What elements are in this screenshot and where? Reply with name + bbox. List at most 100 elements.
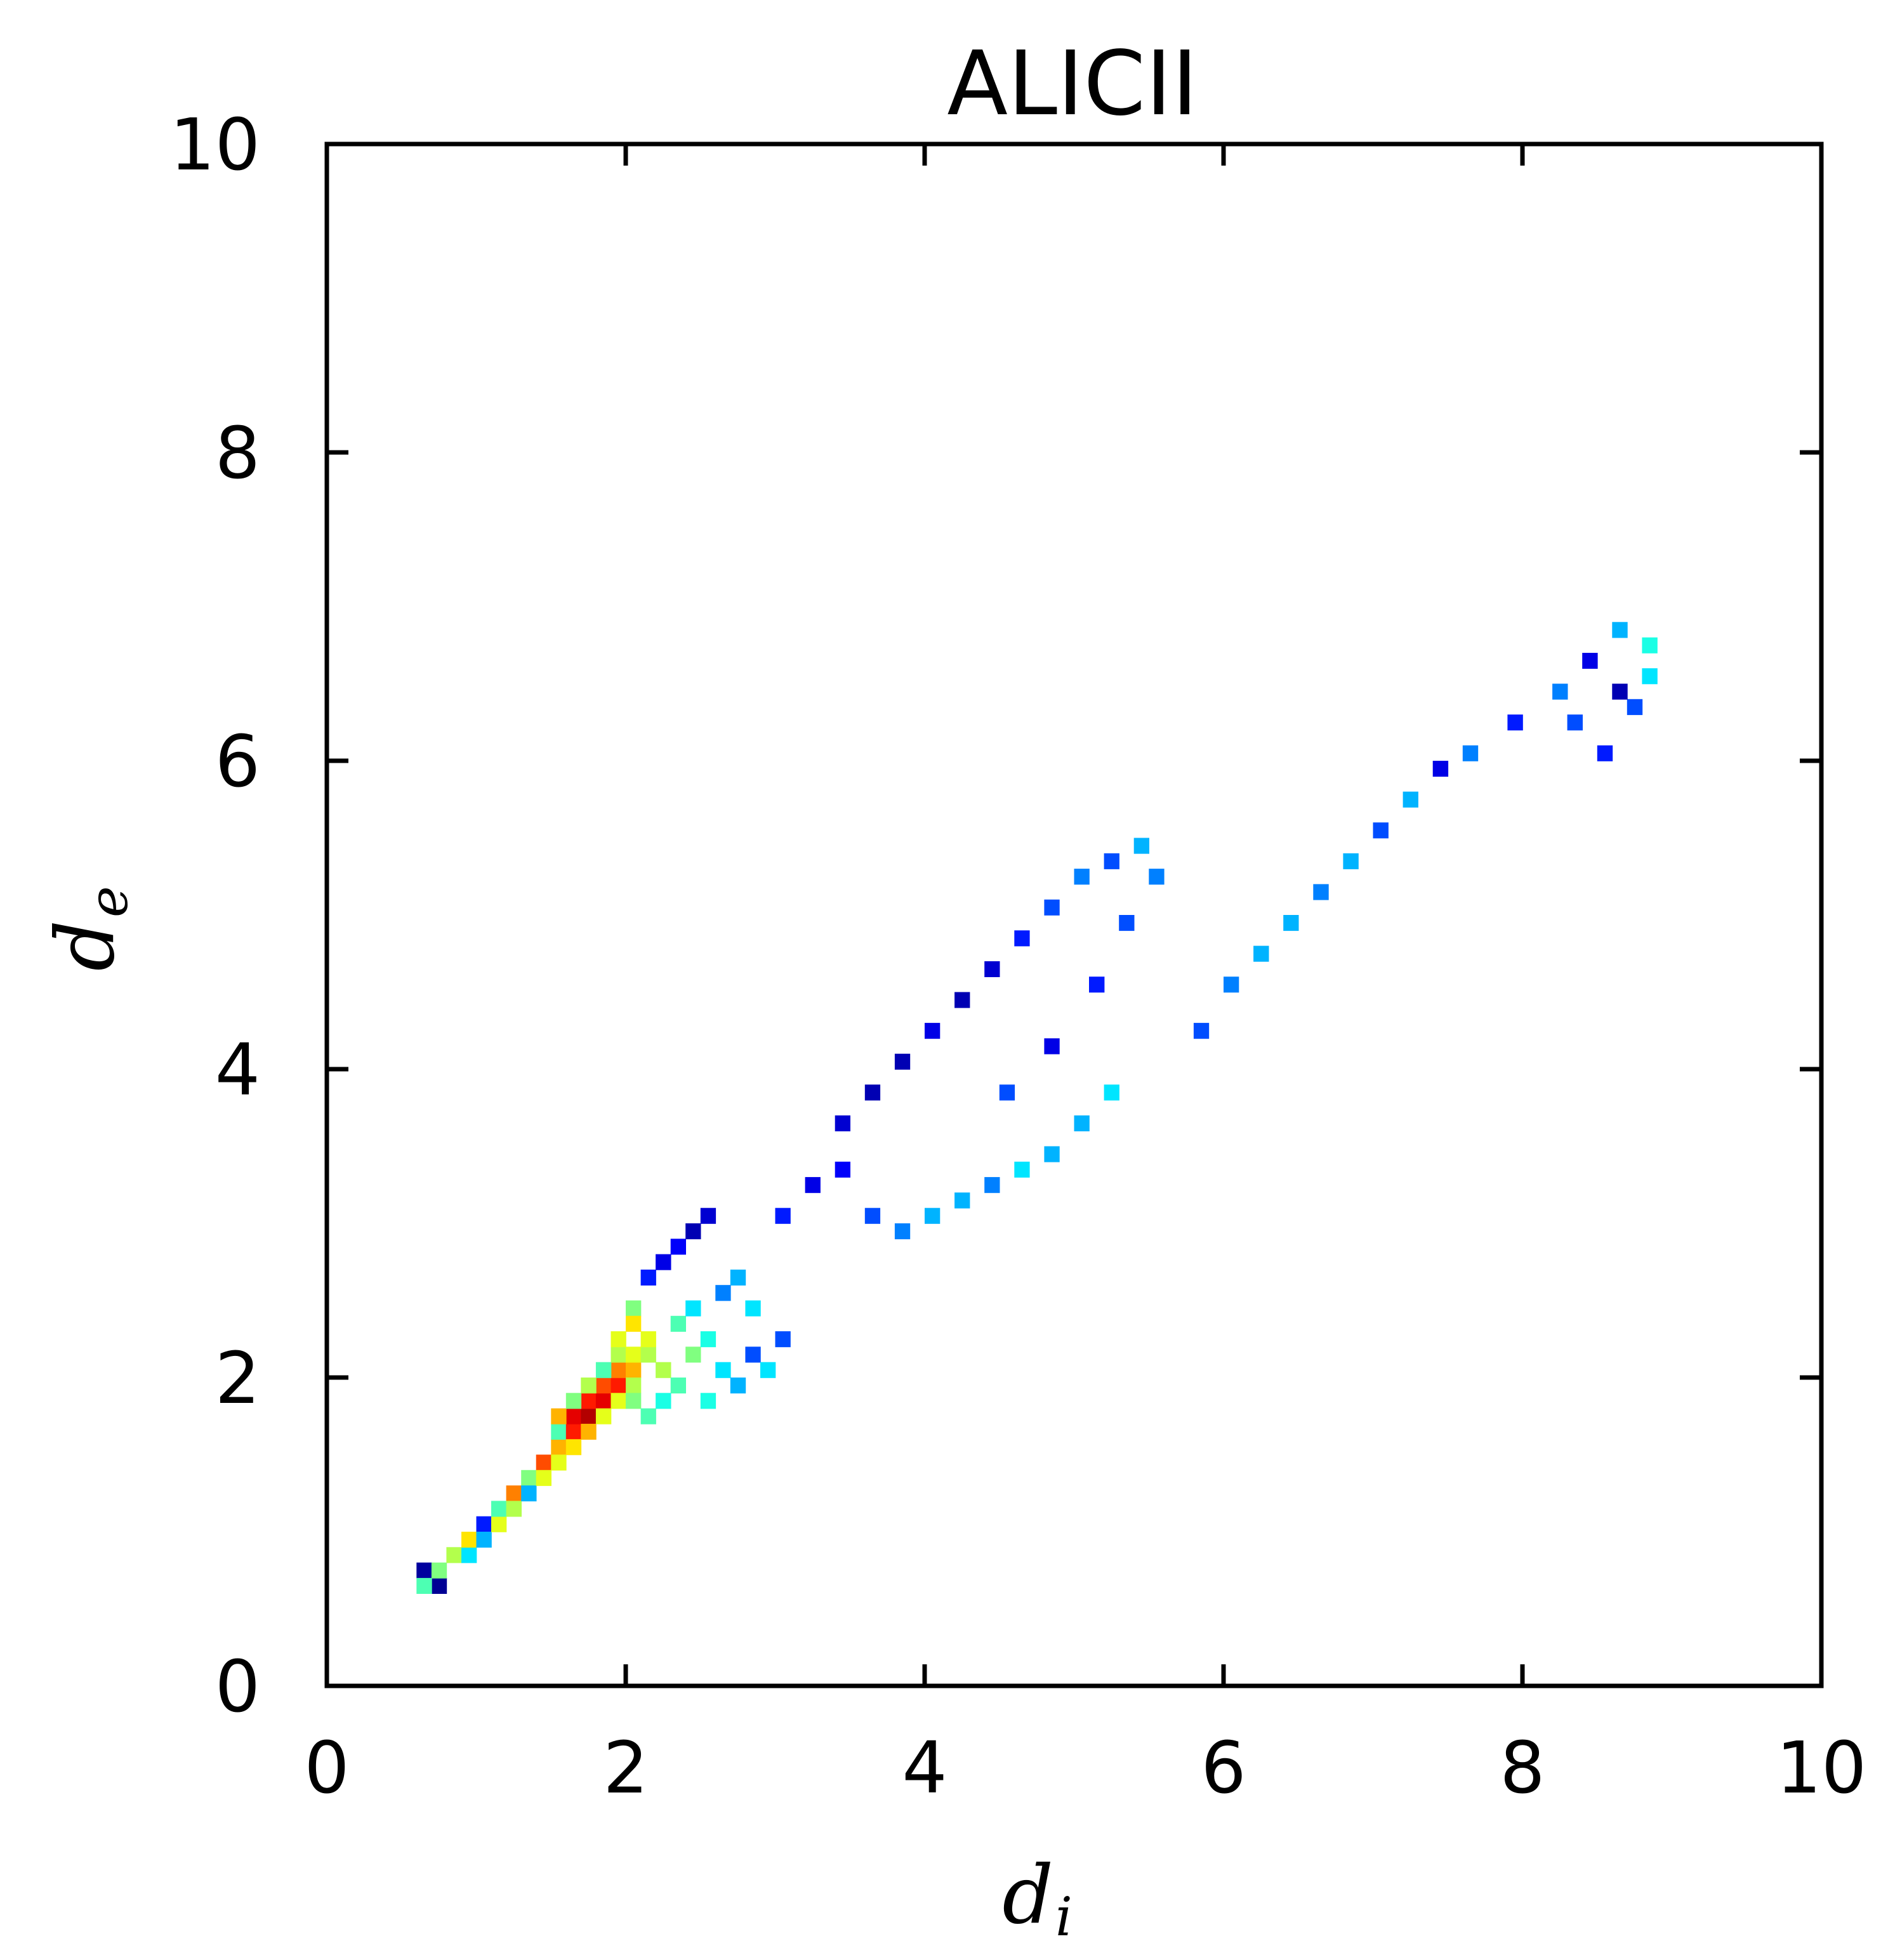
heatmap-cell xyxy=(1403,791,1418,808)
heatmap-cell xyxy=(894,1053,911,1070)
heatmap-cell xyxy=(611,1378,626,1394)
heatmap-cell xyxy=(551,1423,567,1440)
heatmap-cell xyxy=(700,1331,716,1348)
heatmap-cell xyxy=(1627,699,1643,715)
heatmap-cell xyxy=(536,1470,551,1486)
heatmap-cell xyxy=(1373,822,1389,839)
heatmap-cell xyxy=(1313,884,1329,900)
heatmap-cell xyxy=(745,1300,761,1317)
heatmap-cell xyxy=(1642,637,1658,654)
heatmap-cell xyxy=(461,1547,477,1563)
heatmap-cell xyxy=(626,1362,642,1378)
heatmap-cell xyxy=(581,1408,597,1424)
heatmap-cell xyxy=(491,1516,507,1532)
heatmap-cell xyxy=(1283,915,1299,931)
heatmap-cell xyxy=(611,1346,626,1363)
x-axis-ticks: 0 2 4 6 8 10 xyxy=(304,144,1866,1810)
y-axis-label-sub: e xyxy=(77,886,140,918)
heatmap-cell xyxy=(581,1393,597,1409)
heatmap-cell xyxy=(984,961,1000,977)
y-tick-label: 10 xyxy=(169,104,260,187)
heatmap-cell xyxy=(1612,683,1628,700)
heatmap-cell xyxy=(775,1331,791,1348)
heatmap-cell xyxy=(685,1346,701,1363)
x-tick-label: 4 xyxy=(902,1727,947,1810)
heatmap-cell xyxy=(670,1315,686,1332)
heatmap-cell xyxy=(685,1300,701,1317)
heatmap-cell xyxy=(805,1177,821,1194)
x-axis-label: d i xyxy=(1002,1848,1073,1948)
heatmap-cell xyxy=(611,1362,626,1378)
heatmap-cell xyxy=(595,1393,612,1409)
heatmap-cell xyxy=(626,1300,642,1317)
heatmap-cell xyxy=(730,1378,746,1394)
y-tick-label: 4 xyxy=(215,1029,260,1112)
x-axis-label-sub: i xyxy=(1055,1886,1073,1948)
heatmap-cell xyxy=(521,1485,537,1502)
heatmap-cell xyxy=(835,1115,850,1131)
x-tick-label: 6 xyxy=(1201,1727,1246,1810)
x-tick-label: 10 xyxy=(1776,1727,1867,1810)
heatmap-cell xyxy=(595,1378,612,1394)
heatmap-cell xyxy=(1612,622,1628,638)
x-tick-label: 0 xyxy=(304,1727,349,1810)
heatmap-cell xyxy=(1432,761,1449,777)
heatmap-cell xyxy=(894,1223,911,1240)
heatmap-cell xyxy=(1074,869,1090,885)
heatmap-cell xyxy=(1119,915,1135,931)
heatmap-cell xyxy=(1462,745,1479,761)
heatmap-cell xyxy=(565,1439,582,1456)
y-tick-label: 8 xyxy=(215,412,260,495)
heatmap-cell xyxy=(611,1393,626,1409)
heatmap-cell xyxy=(1567,714,1583,731)
heatmap-cell xyxy=(1582,652,1598,669)
heatmap-cell xyxy=(506,1501,522,1517)
heatmap-cell xyxy=(626,1315,642,1332)
heatmap-cell xyxy=(565,1423,582,1440)
heatmap-cell xyxy=(999,1084,1015,1101)
heatmap-cell xyxy=(431,1562,447,1579)
heatmap-cell xyxy=(1104,853,1119,869)
x-axis-label-main: d xyxy=(1002,1848,1053,1942)
heatmap-cell xyxy=(1089,977,1105,993)
heatmap-cell xyxy=(521,1470,537,1486)
heatmap-cell xyxy=(461,1532,477,1548)
heatmap-cell xyxy=(536,1454,551,1471)
heatmap-cell xyxy=(954,992,970,1008)
chart-title: ALICII xyxy=(947,32,1198,136)
x-tick-label: 8 xyxy=(1500,1727,1545,1810)
heatmap-cell xyxy=(640,1346,656,1363)
heatmap-cell xyxy=(595,1408,612,1424)
heatmap-cell xyxy=(551,1454,567,1471)
plot-frame xyxy=(324,141,1824,1688)
heatmap-cell xyxy=(626,1378,642,1394)
heatmap-cell xyxy=(1253,945,1269,962)
heatmap-cell xyxy=(1343,853,1359,869)
heatmap-cell xyxy=(581,1378,597,1394)
heatmap-cell xyxy=(640,1269,656,1286)
heatmap-cell xyxy=(416,1562,432,1579)
heatmap-cell xyxy=(954,1192,970,1209)
heatmap-cell xyxy=(670,1239,686,1255)
heatmap-cell xyxy=(640,1331,656,1348)
heatmap-cell xyxy=(431,1577,447,1594)
heatmap-cell xyxy=(700,1393,716,1409)
heatmap-cell xyxy=(1014,1161,1030,1178)
heatmap-cell xyxy=(491,1501,507,1517)
y-tick-label: 0 xyxy=(215,1646,260,1728)
heatmap-cell xyxy=(760,1362,776,1378)
y-axis-label-main: d xyxy=(39,920,132,971)
heatmap-cell xyxy=(1149,869,1165,885)
heatmap-cell xyxy=(715,1285,731,1301)
heatmap-cell xyxy=(656,1393,671,1409)
heatmap-cell xyxy=(1133,838,1149,854)
heatmap-cell xyxy=(565,1408,582,1424)
heatmap-cells xyxy=(416,622,1658,1594)
heatmap-cell xyxy=(1104,1084,1119,1101)
heatmap-cell xyxy=(565,1393,582,1409)
heatmap-cell xyxy=(1224,977,1239,993)
heatmap-cell xyxy=(984,1177,1000,1194)
heatmap-cell xyxy=(835,1161,850,1178)
heatmap-cell xyxy=(551,1408,567,1424)
y-axis-label: d e xyxy=(39,886,140,971)
